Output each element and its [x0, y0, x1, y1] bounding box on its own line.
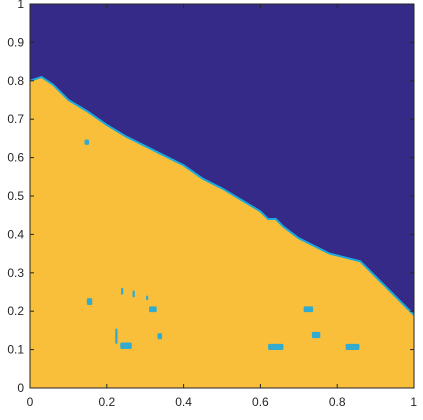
x-tick-label: 0	[27, 395, 34, 409]
y-axis: 0 0.1 0.2 0.3 0.4 0.5 0.6 0.7 0.8 0.9 1	[7, 0, 414, 395]
boundary-spot	[115, 328, 118, 344]
y-tick-label: 0.5	[7, 189, 24, 203]
x-tick-label: 0.4	[175, 395, 192, 409]
y-tick-label: 0.9	[7, 35, 24, 49]
boundary-spot	[149, 306, 157, 313]
y-tick-label: 0.7	[7, 112, 24, 126]
boundary-spot	[120, 342, 132, 350]
boundary-spot	[145, 295, 149, 301]
y-tick-label: 1	[17, 0, 24, 11]
boundary-spot	[132, 290, 135, 298]
y-tick-label: 0.8	[7, 74, 24, 88]
x-tick-label: 0.6	[252, 395, 269, 409]
x-tick-label: 0.2	[98, 395, 115, 409]
x-tick-label: 1	[410, 395, 417, 409]
high-region	[30, 76, 414, 388]
y-tick-label: 0.6	[7, 151, 24, 165]
boundary-spot	[311, 331, 321, 339]
x-axis: 0 0.2 0.4 0.6 0.8 1	[27, 4, 417, 409]
x-tick-label: 0.8	[329, 395, 346, 409]
y-tick-label: 0.3	[7, 266, 24, 280]
y-tick-label: 0.2	[7, 304, 24, 318]
plot-area	[30, 75, 414, 388]
y-tick-label: 0.1	[7, 343, 24, 357]
boundary-spot	[303, 306, 314, 313]
boundary-spot	[84, 139, 90, 145]
boundary-spot	[86, 298, 93, 306]
boundary-spot	[345, 343, 360, 350]
y-tick-label: 0.4	[7, 227, 24, 241]
decision-boundary	[30, 75, 414, 316]
boundary-spot	[121, 287, 124, 295]
y-tick-label: 0	[17, 381, 24, 395]
boundary-spot	[268, 343, 284, 350]
boundary-spot	[157, 333, 163, 340]
